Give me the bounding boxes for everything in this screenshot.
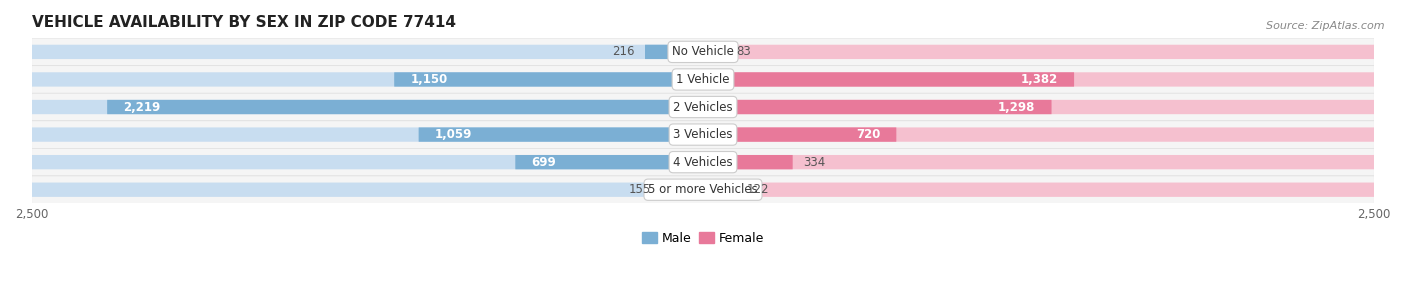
Text: VEHICLE AVAILABILITY BY SEX IN ZIP CODE 77414: VEHICLE AVAILABILITY BY SEX IN ZIP CODE … bbox=[32, 15, 456, 30]
Text: 122: 122 bbox=[747, 183, 769, 196]
FancyBboxPatch shape bbox=[703, 72, 1074, 87]
FancyBboxPatch shape bbox=[703, 127, 1374, 142]
FancyBboxPatch shape bbox=[703, 155, 1374, 169]
FancyBboxPatch shape bbox=[32, 38, 1374, 66]
Text: 83: 83 bbox=[735, 45, 751, 58]
FancyBboxPatch shape bbox=[107, 100, 703, 114]
FancyBboxPatch shape bbox=[32, 148, 1374, 176]
FancyBboxPatch shape bbox=[703, 127, 897, 142]
FancyBboxPatch shape bbox=[419, 127, 703, 142]
FancyBboxPatch shape bbox=[703, 183, 1374, 197]
FancyBboxPatch shape bbox=[32, 100, 703, 114]
Text: Source: ZipAtlas.com: Source: ZipAtlas.com bbox=[1267, 21, 1385, 32]
Text: 699: 699 bbox=[531, 156, 557, 169]
FancyBboxPatch shape bbox=[703, 45, 725, 59]
Text: 155: 155 bbox=[628, 183, 651, 196]
Text: 1,150: 1,150 bbox=[411, 73, 447, 86]
FancyBboxPatch shape bbox=[32, 93, 1374, 121]
FancyBboxPatch shape bbox=[703, 100, 1374, 114]
Text: 4 Vehicles: 4 Vehicles bbox=[673, 156, 733, 169]
FancyBboxPatch shape bbox=[703, 183, 735, 197]
Text: 334: 334 bbox=[803, 156, 825, 169]
FancyBboxPatch shape bbox=[32, 155, 703, 169]
Text: No Vehicle: No Vehicle bbox=[672, 45, 734, 58]
Text: 216: 216 bbox=[612, 45, 634, 58]
FancyBboxPatch shape bbox=[703, 72, 1374, 87]
FancyBboxPatch shape bbox=[32, 72, 703, 87]
FancyBboxPatch shape bbox=[394, 72, 703, 87]
Text: 1,059: 1,059 bbox=[434, 128, 472, 141]
FancyBboxPatch shape bbox=[32, 45, 703, 59]
FancyBboxPatch shape bbox=[516, 155, 703, 169]
Text: 5 or more Vehicles: 5 or more Vehicles bbox=[648, 183, 758, 196]
FancyBboxPatch shape bbox=[32, 66, 1374, 93]
FancyBboxPatch shape bbox=[32, 127, 703, 142]
Text: 2 Vehicles: 2 Vehicles bbox=[673, 100, 733, 114]
Text: 1 Vehicle: 1 Vehicle bbox=[676, 73, 730, 86]
FancyBboxPatch shape bbox=[645, 45, 703, 59]
FancyBboxPatch shape bbox=[703, 45, 1374, 59]
FancyBboxPatch shape bbox=[703, 100, 1052, 114]
Text: 2,219: 2,219 bbox=[124, 100, 160, 114]
Text: 1,298: 1,298 bbox=[998, 100, 1035, 114]
FancyBboxPatch shape bbox=[32, 121, 1374, 148]
FancyBboxPatch shape bbox=[32, 183, 703, 197]
FancyBboxPatch shape bbox=[661, 183, 703, 197]
Legend: Male, Female: Male, Female bbox=[637, 227, 769, 250]
Text: 720: 720 bbox=[856, 128, 880, 141]
Text: 3 Vehicles: 3 Vehicles bbox=[673, 128, 733, 141]
FancyBboxPatch shape bbox=[32, 176, 1374, 203]
Text: 1,382: 1,382 bbox=[1021, 73, 1057, 86]
FancyBboxPatch shape bbox=[703, 155, 793, 169]
